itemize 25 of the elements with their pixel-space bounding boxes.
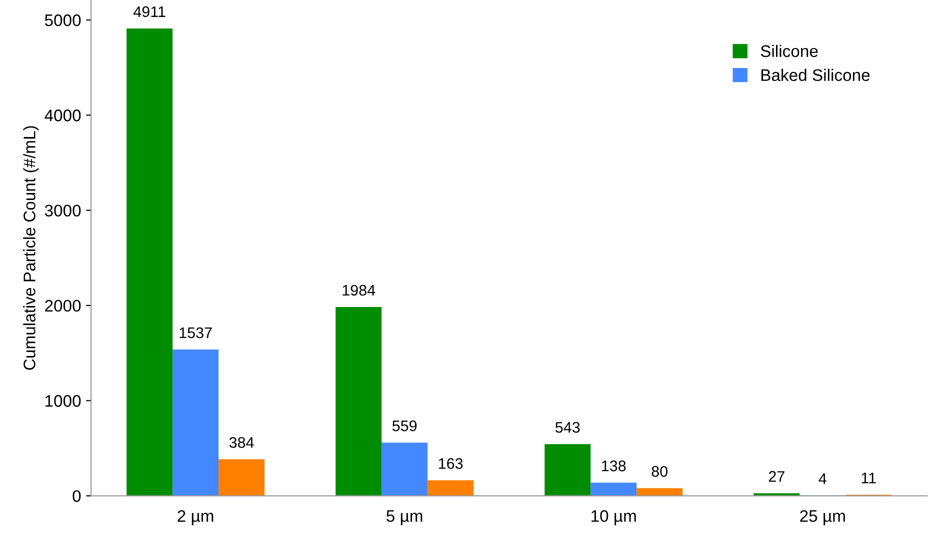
- data-label: 384: [229, 437, 254, 448]
- data-label: 138: [602, 460, 626, 472]
- x-tick-label: 10 µm: [592, 510, 636, 526]
- data-label: 543: [555, 422, 580, 433]
- legend-label: Silicone: [760, 44, 818, 58]
- data-label: 27: [768, 471, 784, 482]
- y-tick-label: 4000: [44, 110, 81, 122]
- data-label: 1984: [342, 284, 376, 296]
- y-tick-label: 2000: [45, 300, 81, 312]
- y-tick-label: 5000: [44, 14, 81, 26]
- x-tick-label: 5 µm: [386, 510, 422, 526]
- data-label: 559: [392, 420, 417, 432]
- data-label: 11: [862, 472, 876, 484]
- legend-label: Baked Silicone: [761, 68, 870, 82]
- y-axis-title: Cumulative Particle Count (#/mL): [23, 126, 39, 370]
- data-label: 80: [652, 466, 668, 477]
- data-label: 163: [438, 458, 463, 469]
- x-tick-label: 25 µm: [800, 510, 845, 526]
- y-tick-label: 3000: [44, 204, 81, 217]
- y-tick-label: 1000: [46, 395, 81, 407]
- data-label: 4911: [133, 6, 166, 18]
- data-label: 1537: [180, 327, 212, 338]
- x-tick-label: 2 µm: [178, 510, 214, 526]
- y-tick-label: 0: [72, 490, 81, 502]
- data-label: 4: [818, 473, 826, 484]
